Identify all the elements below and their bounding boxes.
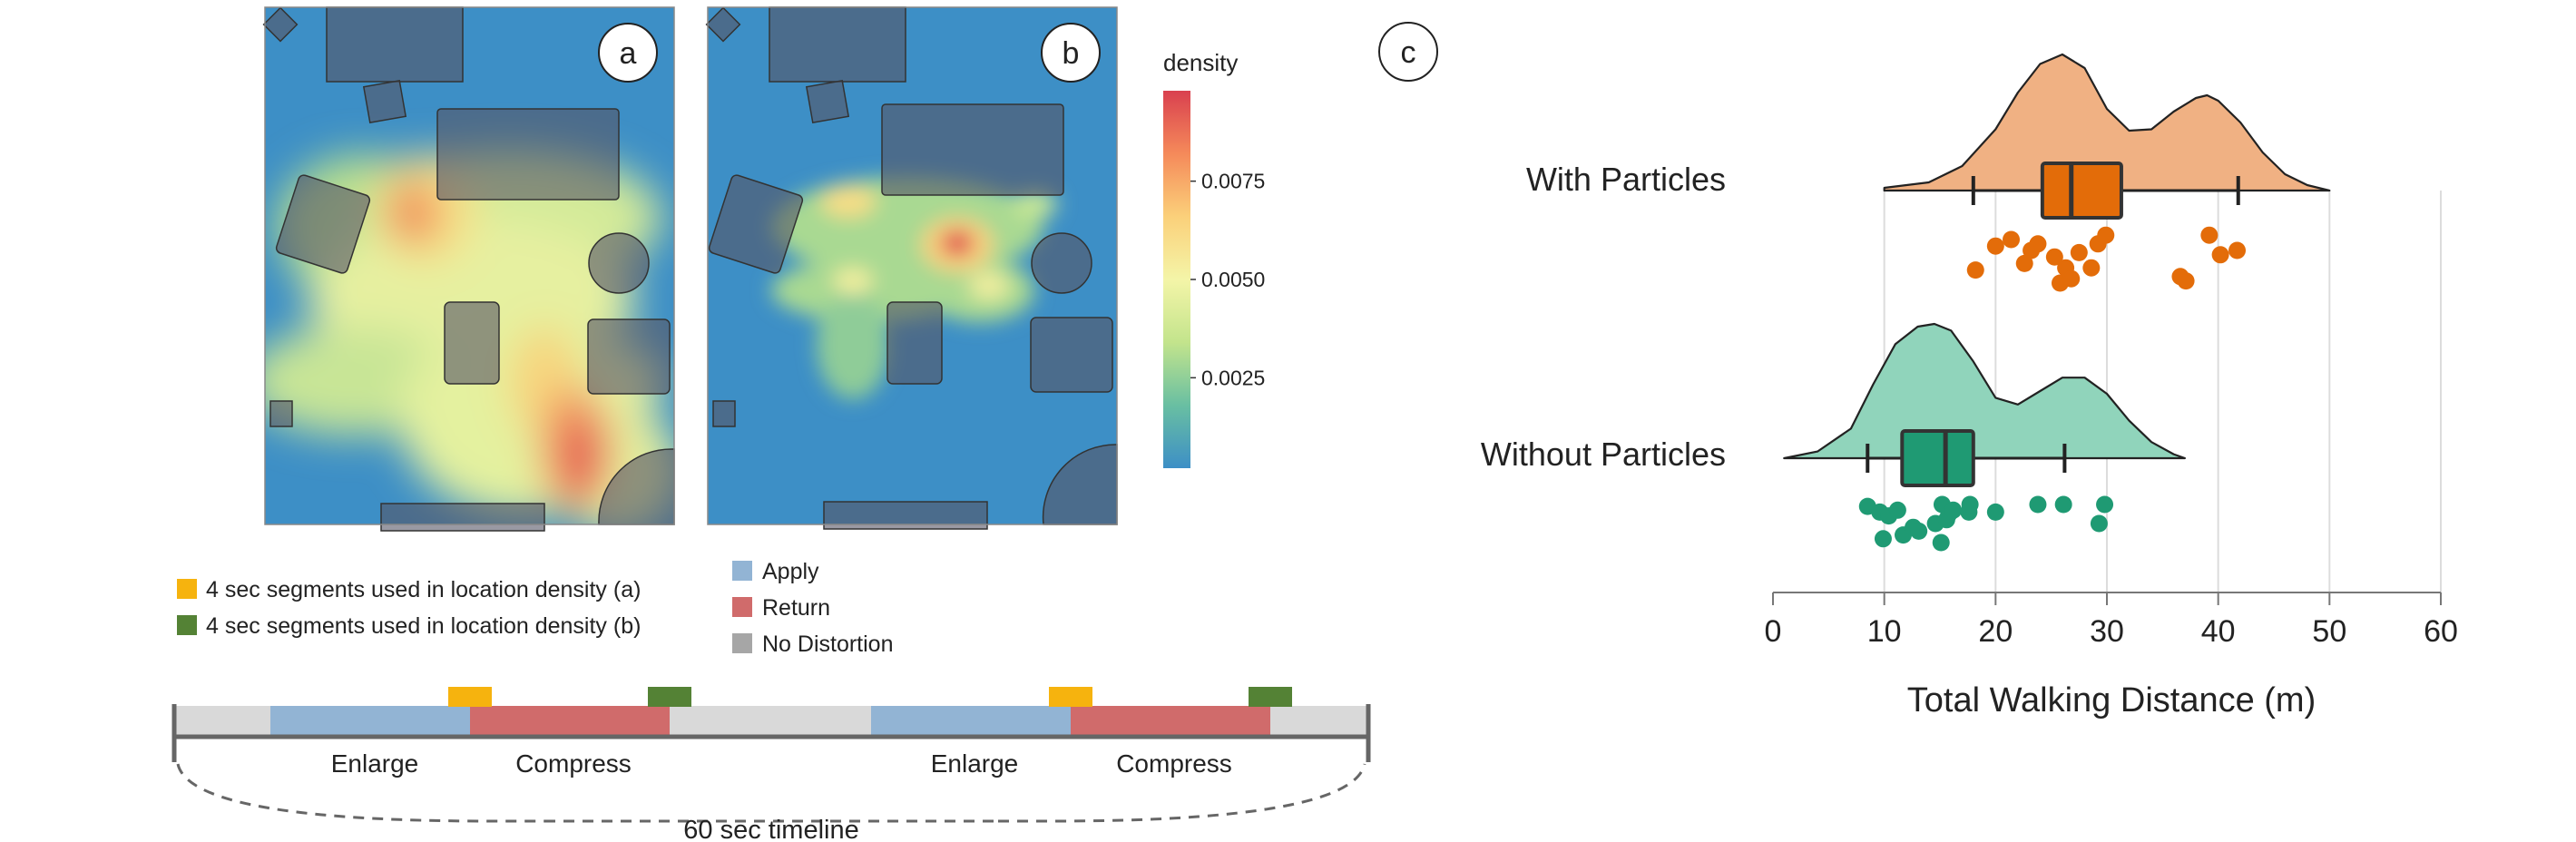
timeline: Enlarge Compress Enlarge Compress 60 sec… — [171, 687, 1371, 842]
data-point — [1932, 534, 1950, 552]
x-axis-label: Total Walking Distance (m) — [1907, 681, 2316, 720]
density-cloud — [1783, 322, 2186, 460]
data-point — [1966, 261, 1984, 279]
legend-swatch-no-distortion — [732, 633, 752, 653]
data-point — [2096, 495, 2114, 514]
colorbar-tick-label: 0.0025 — [1201, 366, 1265, 389]
data-point — [2003, 230, 2021, 249]
timeline-segment-return — [1071, 706, 1270, 735]
box — [1900, 429, 1975, 487]
data-point — [1944, 501, 1963, 519]
panel-b-label: b — [1063, 36, 1080, 71]
box — [2040, 162, 2123, 220]
legend-label-no-distortion: No Distortion — [762, 632, 894, 657]
colorbar-tick-label: 0.0075 — [1201, 170, 1265, 193]
data-point — [1986, 237, 2004, 255]
data-point — [2029, 495, 2047, 514]
panel-c-label: c — [1401, 35, 1416, 70]
legend-swatch-return — [732, 597, 752, 617]
data-point — [2070, 243, 2088, 261]
chart-c: c 0 10 20 30 40 50 60 With Particles Without P… — [1378, 22, 2458, 720]
x-tick-label: 10 — [1867, 614, 1902, 649]
data-point — [2090, 514, 2108, 533]
data-point — [1874, 530, 1892, 548]
legend-label-return: Return — [762, 595, 830, 621]
legend-swatch-a — [177, 579, 197, 599]
colorbar-tick-label: 0.0050 — [1201, 268, 1265, 291]
legend: 4 sec segments used in location density … — [177, 559, 894, 657]
timeline-caption: 60 sec timeline — [683, 816, 858, 842]
series-1 — [1783, 322, 2186, 552]
density-cloud — [1883, 53, 2331, 192]
data-point — [2211, 246, 2229, 264]
legend-label-a: 4 sec segments used in location density … — [206, 577, 641, 602]
x-tick-label: 0 — [1765, 614, 1782, 649]
data-point — [1986, 503, 2004, 521]
timeline-label-enlarge: Enlarge — [331, 749, 419, 778]
timeline-brace — [176, 763, 1366, 823]
data-point — [2015, 254, 2033, 272]
timeline-segment-return — [470, 706, 670, 735]
data-point — [2062, 269, 2081, 288]
x-tick-label: 30 — [2090, 614, 2124, 649]
data-point — [2029, 235, 2047, 253]
data-point — [2177, 272, 2195, 290]
data-point — [1888, 501, 1906, 519]
series-0 — [1883, 53, 2331, 292]
colorbar: density 0.0075 0.0050 0.0025 — [1163, 49, 1265, 468]
heatmap-a: a — [262, 6, 675, 532]
data-point — [1910, 522, 1928, 540]
series-label-with-particles: With Particles — [1526, 161, 1726, 198]
x-tick-label: 40 — [2201, 614, 2236, 649]
timeline-marker-b — [648, 687, 691, 707]
data-point — [2045, 248, 2063, 266]
legend-label-apply: Apply — [762, 559, 819, 584]
x-tick-label: 50 — [2312, 614, 2346, 649]
timeline-label-compress: Compress — [515, 749, 632, 778]
colorbar-title: density — [1163, 49, 1238, 76]
x-tick-label: 20 — [1978, 614, 2013, 649]
series-label-without-particles: Without Particles — [1481, 436, 1726, 473]
data-point — [2200, 226, 2218, 244]
timeline-marker-a — [1049, 687, 1092, 707]
timeline-marker-a — [448, 687, 492, 707]
panel-a-label: a — [620, 36, 637, 71]
data-point — [2054, 495, 2072, 514]
legend-swatch-b — [177, 615, 197, 635]
timeline-segment-apply — [871, 706, 1071, 735]
timeline-marker-b — [1249, 687, 1292, 707]
timeline-segment-apply — [270, 706, 470, 735]
colorbar-scale — [1163, 91, 1190, 468]
data-point — [1961, 495, 1979, 514]
data-point — [2082, 259, 2101, 277]
heatmap-b: b — [705, 6, 1118, 530]
data-point — [2097, 226, 2115, 244]
data-point — [2228, 241, 2247, 259]
x-tick-label: 60 — [2424, 614, 2458, 649]
timeline-label-compress: Compress — [1116, 749, 1232, 778]
legend-swatch-apply — [732, 561, 752, 581]
timeline-label-enlarge: Enlarge — [931, 749, 1019, 778]
legend-label-b: 4 sec segments used in location density … — [206, 613, 641, 639]
